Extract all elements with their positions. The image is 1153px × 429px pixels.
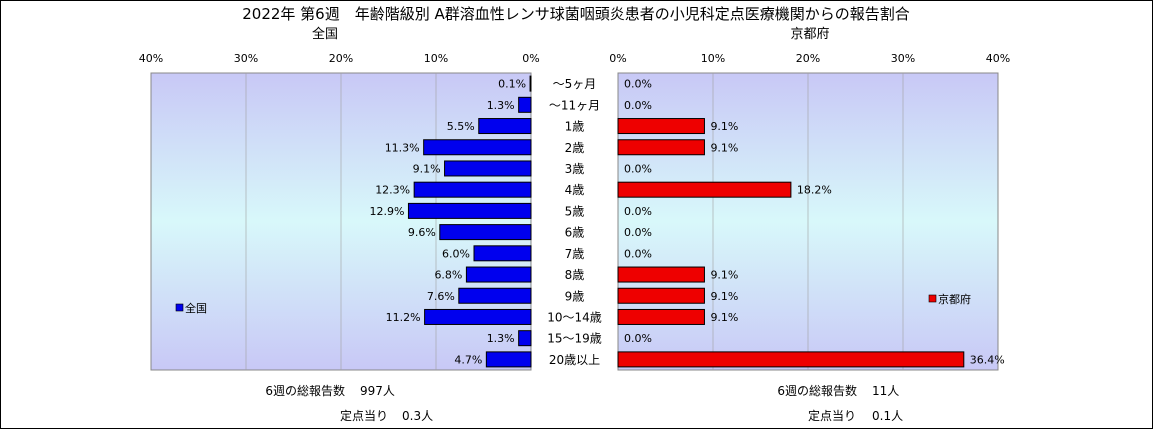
right-bar-label: 0.0% (624, 78, 652, 91)
left-tick-label: 30% (234, 52, 258, 65)
right-legend-label: 京都府 (938, 292, 971, 306)
left-total-label: 6週の総報告数 (265, 383, 345, 398)
right-bar-label: 0.0% (624, 205, 652, 218)
left-bar (424, 308, 532, 325)
right-tick-label: 0% (609, 52, 626, 65)
right-bar (617, 139, 705, 156)
category-label: ～5ヶ月 (553, 77, 597, 91)
right-bar (617, 266, 705, 283)
right-bar (617, 181, 792, 198)
right-legend-swatch (928, 294, 937, 303)
right-per-label: 定点当り (808, 408, 856, 423)
right-bar (617, 308, 705, 325)
left-bar (407, 202, 532, 219)
right-bar-label: 36.4% (970, 353, 1005, 366)
left-bar (465, 266, 532, 283)
left-bar-label: 0.1% (498, 78, 526, 91)
right-bar-label: 0.0% (624, 247, 652, 260)
left-tick-label: 0% (522, 52, 539, 65)
category-label: 1歳 (565, 120, 585, 134)
right-bar-label: 9.1% (710, 120, 738, 133)
left-bar-label: 11.3% (385, 141, 420, 154)
left-bar-label: 1.3% (487, 332, 515, 345)
left-bar (413, 181, 532, 198)
right-gridlines (712, 73, 904, 370)
category-label: 8歳 (565, 268, 585, 282)
right-tick-label: 30% (891, 52, 915, 65)
left-bar (458, 287, 532, 304)
left-legend-swatch (175, 303, 184, 312)
left-legend-label: 全国 (185, 301, 207, 315)
right-panel-title: 京都府 (790, 27, 829, 42)
left-bar-label: 6.0% (442, 247, 470, 260)
right-axis-ticks: 0% 10% 20% 30% 40% (609, 52, 1010, 65)
left-bar-label: 9.6% (408, 226, 436, 239)
left-bar-label: 5.5% (447, 120, 475, 133)
left-bar (485, 351, 532, 368)
left-bar (518, 96, 532, 113)
left-bar-label: 6.8% (434, 269, 462, 282)
left-per-label: 定点当り (340, 408, 388, 423)
left-bar (518, 330, 532, 347)
left-bar-label: 12.3% (375, 184, 410, 197)
category-label: 2歳 (565, 141, 585, 155)
category-labels: ～5ヶ月 ～11ヶ月 1歳 2歳 3歳 4歳 5歳 6歳 7歳 8歳 9歳 10～14歳 15～19歳 2… (547, 77, 602, 367)
category-label: 3歳 (565, 162, 585, 176)
right-tick-label: 10% (701, 52, 725, 65)
right-bar (617, 118, 705, 135)
right-tick-label: 40% (986, 52, 1010, 65)
left-panel-title: 全国 (312, 26, 338, 42)
right-bar (617, 351, 965, 368)
right-bar-label: 0.0% (624, 162, 652, 175)
right-bar-label: 0.0% (624, 226, 652, 239)
right-bar-label: 9.1% (710, 290, 738, 303)
left-bar-label: 7.6% (427, 290, 455, 303)
left-bar (529, 75, 532, 92)
left-bar (473, 245, 532, 262)
left-total-value: 997人 (360, 384, 395, 398)
category-label: 4歳 (565, 183, 585, 197)
right-bar-label: 9.1% (710, 311, 738, 324)
right-bar-label: 9.1% (710, 269, 738, 282)
right-total-value: 11人 (872, 384, 899, 398)
left-bar-label: 1.3% (487, 99, 515, 112)
category-label: 5歳 (565, 204, 585, 218)
right-bar (617, 287, 705, 304)
left-bar (444, 160, 532, 177)
left-bar (478, 118, 532, 135)
left-bar (423, 139, 532, 156)
category-label: 7歳 (565, 247, 585, 261)
left-per-value: 0.3人 (402, 409, 433, 423)
left-bar-label: 12.9% (369, 205, 404, 218)
left-tick-label: 40% (139, 52, 163, 65)
category-label: 20歳以上 (549, 353, 600, 367)
left-bars: 0.1% 1.3% 5.5% 11.3% 9.1%12.3% 12.9% 9.6% 6.0% 6… (369, 75, 532, 368)
left-legend: 全国 (175, 301, 207, 315)
category-label: 9歳 (565, 289, 585, 303)
left-bar (439, 224, 532, 241)
category-label: 10～14歳 (547, 310, 602, 324)
right-legend: 京都府 (928, 292, 971, 306)
left-axis-ticks: 40% 30% 20% 10% 0% (139, 52, 540, 65)
left-tick-label: 20% (329, 52, 353, 65)
category-label: 6歳 (565, 226, 585, 240)
right-bar-label: 0.0% (624, 332, 652, 345)
right-bar-label: 18.2% (797, 184, 832, 197)
right-tick-label: 20% (796, 52, 820, 65)
left-bar-label: 4.7% (454, 353, 482, 366)
right-total-label: 6週の総報告数 (777, 383, 857, 398)
category-label: ～11ヶ月 (549, 98, 600, 112)
right-per-value: 0.1人 (872, 409, 903, 423)
left-tick-label: 10% (424, 52, 448, 65)
chart-title: 2022年 第6週 年齢階級別 A群溶血性レンサ球菌咽頭炎患者の小児科定点医療機… (242, 5, 910, 23)
right-bars: 0.0% 0.0% 9.1% 9.1% 0.0% 18.2% 0.0% 0.0% 0.0% 9.1… (617, 78, 1005, 368)
left-bar-label: 9.1% (413, 162, 441, 175)
right-bar-label: 0.0% (624, 99, 652, 112)
right-bar-label: 9.1% (710, 141, 738, 154)
left-bar-label: 11.2% (386, 311, 421, 324)
category-label: 15～19歳 (547, 332, 602, 346)
